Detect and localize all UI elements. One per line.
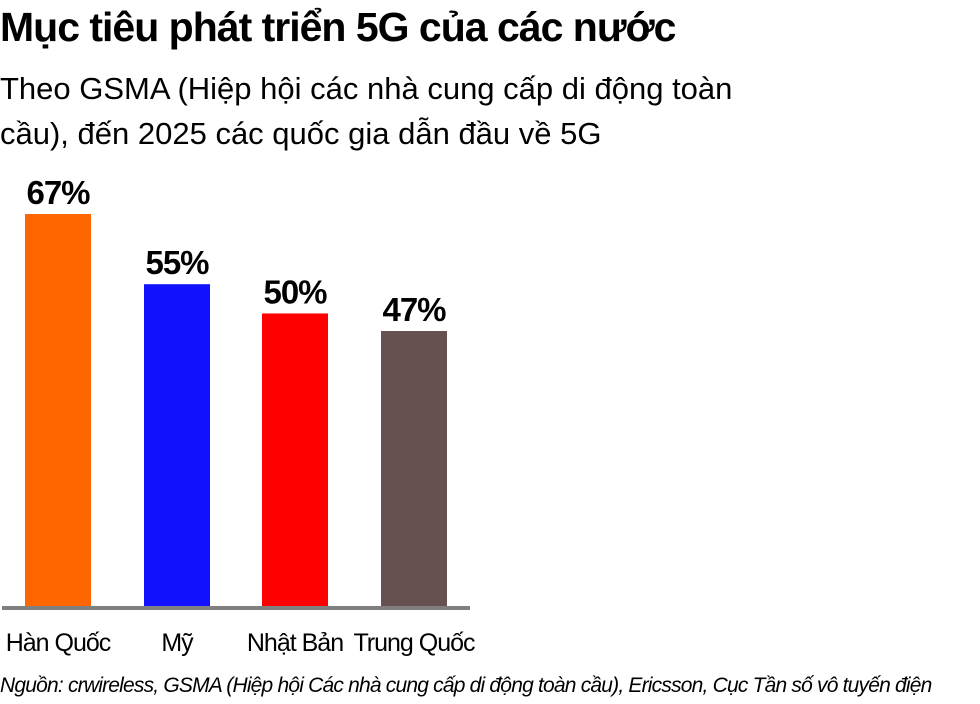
bar-4 bbox=[381, 331, 447, 606]
category-label-2: Mỹ bbox=[161, 629, 194, 657]
category-label-3: Nhật Bản bbox=[247, 629, 343, 657]
category-label-1: Hàn Quốc bbox=[6, 629, 111, 657]
value-label-1: 67% bbox=[26, 174, 90, 211]
value-labels-layer: 67% 55% 50% 47% bbox=[26, 174, 447, 328]
value-label-3: 50% bbox=[263, 273, 327, 310]
source-note: Nguồn: crwireless, GSMA (Hiệp hội Các nh… bbox=[0, 674, 932, 697]
category-label-4: Trung Quốc bbox=[353, 629, 475, 657]
bars-layer bbox=[25, 214, 447, 606]
chart-title: Mục tiêu phát triển 5G của các nước bbox=[0, 4, 676, 50]
value-label-4: 47% bbox=[382, 291, 446, 328]
bar-3 bbox=[262, 313, 328, 606]
bar-1 bbox=[25, 214, 91, 606]
value-label-2: 55% bbox=[145, 244, 209, 281]
category-labels-layer: Hàn Quốc Mỹ Nhật Bản Trung Quốc bbox=[6, 629, 476, 657]
chart-subtitle: Theo GSMA (Hiệp hội các nhà cung cấp di … bbox=[0, 71, 733, 151]
bar-2 bbox=[144, 284, 210, 606]
